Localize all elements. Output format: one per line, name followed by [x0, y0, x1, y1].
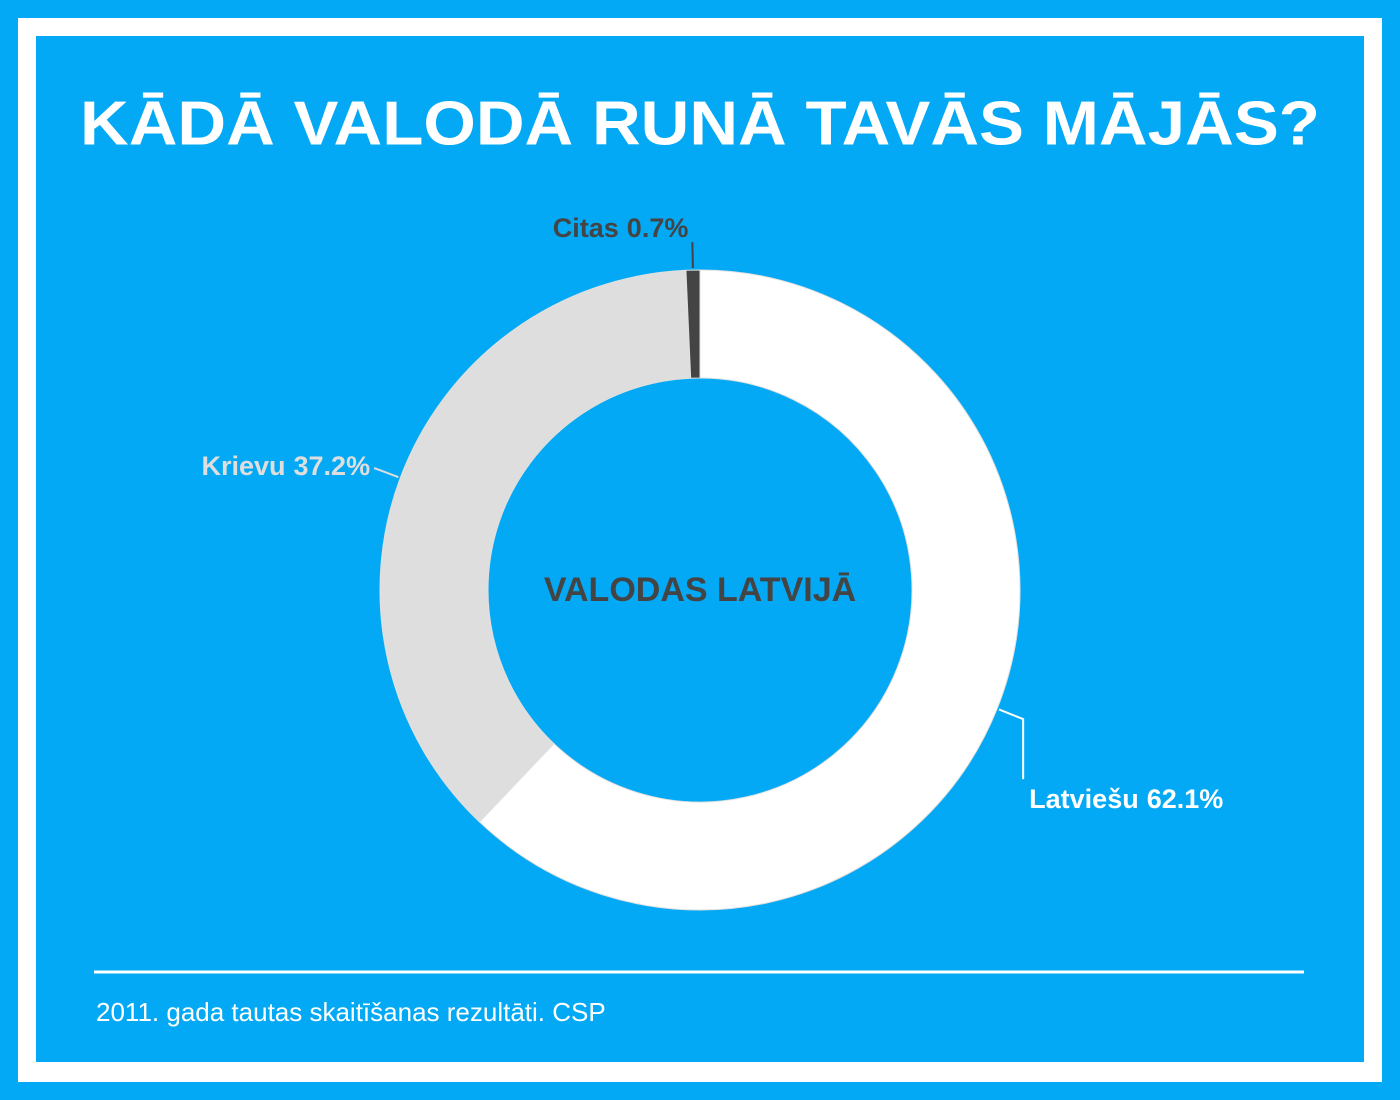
- leader-line: [998, 708, 1025, 780]
- leader-line: [691, 242, 694, 269]
- chart-title: KĀDĀ VALODĀ RUNĀ TAVĀS MĀJĀS?: [80, 89, 1320, 158]
- slice-label: Citas 0.7%: [553, 213, 689, 243]
- slice-label: Krievu 37.2%: [201, 451, 370, 481]
- slice-value: 0.7%: [627, 213, 689, 243]
- slice-label: Latviešu 62.1%: [1029, 784, 1223, 814]
- slice-category: Latviešu: [1029, 784, 1139, 814]
- slice: [379, 269, 692, 823]
- slice-category: Krievu: [201, 451, 285, 481]
- slice-category: Citas: [553, 213, 619, 243]
- source: 2011. gada tautas skaitīšanas rezultāti.…: [96, 997, 606, 1027]
- slice-value: 37.2%: [294, 451, 371, 481]
- slice-value: 62.1%: [1147, 784, 1224, 814]
- leader-line: [373, 467, 399, 479]
- donut: Latviešu 62.1% Krievu 37.2% Citas 0.7%: [201, 213, 1223, 911]
- slice: [478, 269, 1021, 911]
- slice: [685, 269, 701, 379]
- center-label: VALODAS LATVIJĀ: [544, 571, 856, 609]
